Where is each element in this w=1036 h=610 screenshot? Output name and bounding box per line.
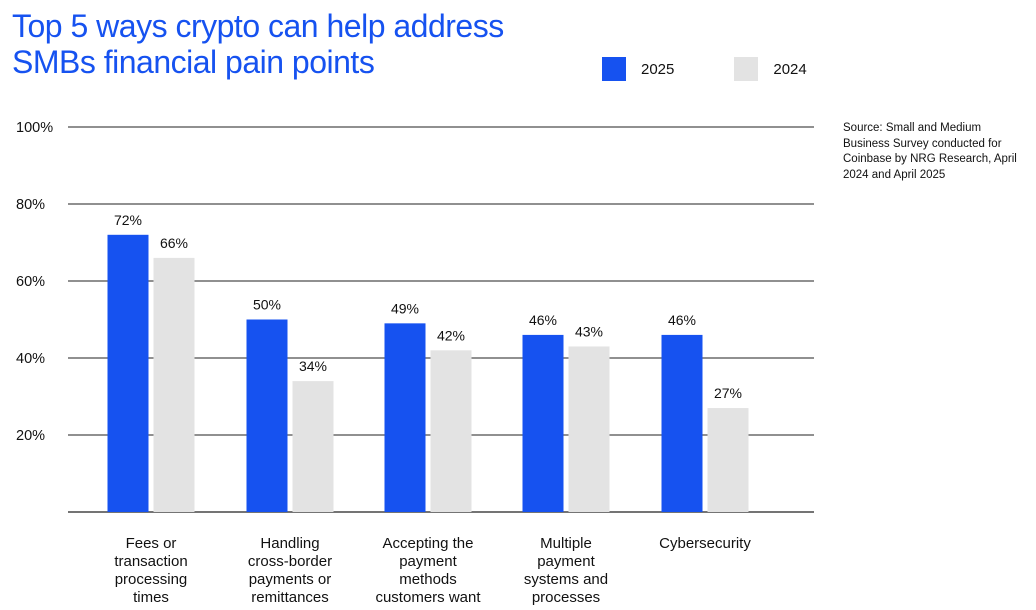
data-label-2024: 42% — [437, 327, 465, 343]
bar-2024 — [568, 346, 610, 512]
bar-2025 — [107, 234, 149, 513]
category-label: Handling — [260, 535, 319, 552]
category-label: payments or — [249, 571, 332, 588]
bar-2024 — [153, 257, 195, 512]
data-label-2024: 66% — [160, 235, 188, 251]
bar-2025 — [522, 334, 564, 512]
bar-2024 — [430, 350, 472, 512]
data-label-2024: 34% — [299, 358, 327, 374]
category-label: times — [133, 589, 169, 606]
category-label: Multiple — [540, 535, 592, 552]
chart-title-line-2: SMBs financial pain points — [12, 44, 375, 80]
data-label-2025: 46% — [668, 312, 696, 328]
bar-2025 — [384, 323, 426, 512]
category-label: cross-border — [248, 553, 332, 570]
category-label: payment — [537, 553, 595, 570]
category-label: customers want — [375, 589, 481, 606]
y-tick-label: 40% — [16, 351, 45, 367]
legend-item-2025: 2025 — [602, 57, 674, 81]
category-label: Cybersecurity — [659, 535, 751, 552]
source-note: Source: Small and Medium Business Survey… — [843, 122, 1017, 181]
category-label: methods — [399, 571, 457, 588]
chart-legend: 2025 2024 — [602, 57, 867, 81]
data-label-2024: 43% — [575, 323, 603, 339]
chart-title-line-1: Top 5 ways crypto can help address — [12, 8, 504, 44]
category-label: Accepting the — [383, 535, 474, 552]
category-label: payment — [399, 553, 457, 570]
data-label-2025: 50% — [253, 297, 281, 313]
legend-label-2025: 2025 — [641, 60, 675, 78]
data-label-2024: 27% — [714, 385, 742, 401]
legend-item-2024: 2024 — [734, 57, 807, 81]
bar-2024 — [707, 408, 749, 512]
data-label-2025: 49% — [391, 300, 419, 316]
category-label: processes — [532, 589, 600, 606]
category-label: remittances — [251, 589, 329, 606]
bar-2025 — [246, 319, 288, 512]
category-label: systems and — [524, 571, 608, 588]
category-label: processing — [115, 571, 188, 588]
data-label-2025: 46% — [529, 312, 557, 328]
bar-2024 — [292, 381, 334, 512]
y-tick-label: 60% — [16, 274, 45, 290]
legend-swatch-2024 — [734, 57, 759, 81]
y-tick-label: 80% — [16, 197, 45, 213]
category-label: transaction — [114, 553, 187, 570]
y-tick-label: 100% — [16, 120, 53, 136]
data-label-2025: 72% — [114, 212, 142, 228]
legend-swatch-2025 — [602, 57, 626, 81]
category-label: Fees or — [126, 535, 177, 552]
legend-label-2024: 2024 — [773, 60, 807, 78]
bar-2025 — [661, 334, 703, 512]
chart-title: Top 5 ways crypto can help address SMBs … — [12, 8, 504, 80]
y-tick-label: 20% — [16, 428, 45, 444]
